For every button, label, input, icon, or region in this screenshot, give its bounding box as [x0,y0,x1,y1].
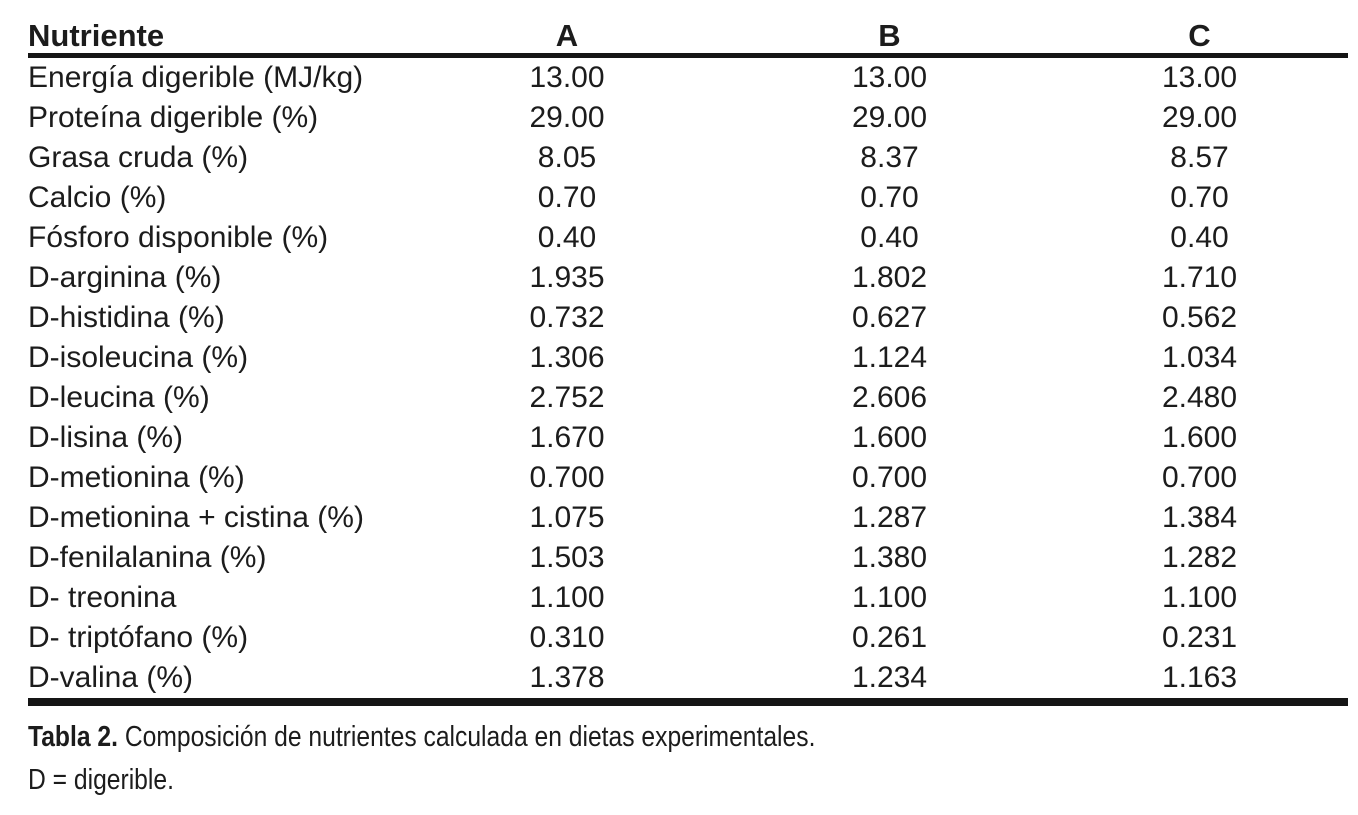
value-c: 0.231 [1161,621,1238,654]
value-c: 0.562 [1161,301,1238,334]
table-row: D-valina (%) 1.378 1.234 1.163 [28,658,1348,698]
value-a: 0.70 [537,181,597,214]
table-header-row: Nutriente A B C [28,18,1348,58]
value-b: 1.100 [851,581,928,614]
value-b: 1.287 [851,501,928,534]
row-label: D-histidina (%) [28,301,225,334]
column-header-b: B [878,18,901,53]
value-a: 1.075 [529,501,605,534]
table-caption: Tabla 2. Composición de nutrientes calcu… [28,716,1159,802]
row-label: Calcio (%) [28,181,167,214]
value-c: 1.100 [1161,581,1238,614]
row-label: D- treonina [28,581,177,614]
value-b: 1.600 [851,421,928,454]
table-row: Fósforo disponible (%) 0.40 0.40 0.40 [28,218,1348,258]
value-b: 1.124 [851,341,928,374]
table-row: D-leucina (%) 2.752 2.606 2.480 [28,378,1348,418]
column-header-nutriente: Nutriente [28,18,165,53]
value-a: 0.40 [537,221,597,254]
table-footnote: D = digerible. [28,764,174,796]
value-a: 13.00 [529,61,605,94]
table-row: Grasa cruda (%) 8.05 8.37 8.57 [28,138,1348,178]
value-c: 1.384 [1161,501,1238,534]
column-header-a: A [555,18,579,53]
value-a: 1.378 [529,661,605,694]
value-a: 0.732 [529,301,605,334]
value-a: 8.05 [537,141,597,174]
value-a: 0.700 [529,461,605,494]
table-row: D-arginina (%) 1.935 1.802 1.710 [28,258,1348,298]
caption-label: Tabla 2. [28,721,118,753]
row-label: D-isoleucina (%) [28,341,249,374]
row-label: Grasa cruda (%) [28,141,249,174]
table-row: D-isoleucina (%) 1.306 1.124 1.034 [28,338,1348,378]
value-c: 1.600 [1161,421,1238,454]
table-row: D-fenilalanina (%) 1.503 1.380 1.282 [28,538,1348,578]
value-c: 1.163 [1161,661,1238,694]
value-b: 0.40 [860,221,919,254]
value-b: 0.700 [851,461,928,494]
value-c: 1.282 [1161,541,1238,574]
value-c: 8.57 [1170,141,1229,174]
row-label: D-metionina + cistina (%) [28,501,364,534]
row-label: D- triptófano (%) [28,621,249,654]
value-c: 0.70 [1170,181,1229,214]
caption-text: Composición de nutrientes calculada en d… [117,721,816,753]
value-a: 1.935 [529,261,605,294]
value-b: 0.261 [851,621,928,654]
value-c: 1.710 [1161,261,1238,294]
table-row: D-metionina + cistina (%) 1.075 1.287 1.… [28,498,1348,538]
value-c: 13.00 [1161,61,1238,94]
row-label: D-arginina (%) [28,261,222,294]
row-label: D-valina (%) [28,661,194,694]
table-body: Energía digerible (MJ/kg) 13.00 13.00 13… [28,58,1348,706]
value-b: 1.234 [851,661,928,694]
row-label: Energía digerible (MJ/kg) [28,61,364,94]
value-b: 0.627 [851,301,928,334]
row-label: D-leucina (%) [28,381,210,414]
value-a: 1.306 [529,341,605,374]
value-a: 1.503 [529,541,605,574]
value-b: 1.802 [851,261,928,294]
value-b: 8.37 [860,141,919,174]
value-b: 0.70 [860,181,919,214]
value-c: 2.480 [1161,381,1238,414]
value-a: 0.310 [529,621,605,654]
table-row: D-histidina (%) 0.732 0.627 0.562 [28,298,1348,338]
value-a: 1.100 [529,581,605,614]
row-label: Proteína digerible (%) [28,101,319,134]
table-row: Proteína digerible (%) 29.00 29.00 29.00 [28,98,1348,138]
nutrient-table: Nutriente A B C Energía digerible (MJ/kg… [28,18,1348,706]
value-a: 1.670 [529,421,605,454]
value-c: 0.700 [1161,461,1238,494]
value-c: 29.00 [1161,101,1238,134]
column-header-c: C [1188,18,1211,53]
table-row: D- treonina 1.100 1.100 1.100 [28,578,1348,618]
table-row: D-metionina (%) 0.700 0.700 0.700 [28,458,1348,498]
table-row: Energía digerible (MJ/kg) 13.00 13.00 13… [28,58,1348,98]
table-row: Calcio (%) 0.70 0.70 0.70 [28,178,1348,218]
value-a: 29.00 [529,101,605,134]
value-c: 1.034 [1161,341,1238,374]
row-label: D-metionina (%) [28,461,245,494]
value-b: 2.606 [851,381,928,414]
table-row: D-lisina (%) 1.670 1.600 1.600 [28,418,1348,458]
row-label: Fósforo disponible (%) [28,221,329,254]
value-a: 2.752 [529,381,605,414]
value-b: 13.00 [851,61,928,94]
value-c: 0.40 [1170,221,1229,254]
row-label: D-lisina (%) [28,421,184,454]
row-label: D-fenilalanina (%) [28,541,267,574]
table-row: D- triptófano (%) 0.310 0.261 0.231 [28,618,1348,658]
value-b: 1.380 [851,541,928,574]
value-b: 29.00 [851,101,928,134]
